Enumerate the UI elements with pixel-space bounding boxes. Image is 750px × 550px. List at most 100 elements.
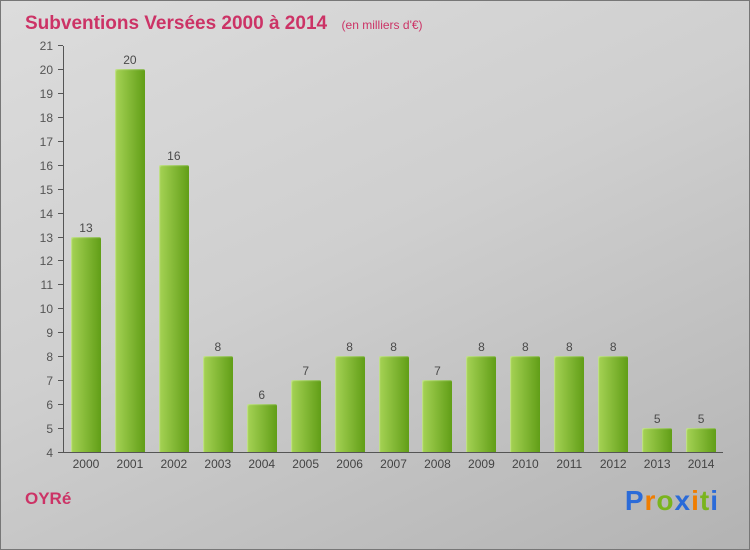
x-tick-label: 2006 [336,457,363,471]
bar-slot: 5 [679,46,723,452]
y-tick-mark [58,212,63,214]
bar [554,356,585,452]
x-tick-label: 2008 [424,457,451,471]
x-tick-label: 2000 [72,457,100,471]
bar-value-label: 8 [214,340,222,355]
y-tick-label: 11 [40,278,53,293]
y-tick-mark [58,92,63,94]
bar-slot: 16 [152,46,196,452]
plot-wrap: 13 20 16 8 6 7 8 8 7 8 8 8 8 5 5 2000 2001 2002 2003 2004 2… [63,46,723,471]
bar-value-label: 6 [258,388,266,403]
chart-subtitle: (en milliers d'€) [341,18,423,32]
x-tick-label: 2009 [468,457,495,471]
y-tick-mark [58,236,63,238]
bar-slot: 7 [416,46,460,452]
logo-letter: P [624,485,645,516]
x-tick-label: 2013 [643,457,671,471]
y-tick-label: 6 [46,398,53,413]
bar [642,428,673,452]
bar-slot: 7 [284,46,328,452]
y-tick-label: 20 [39,62,53,77]
bar [158,164,189,452]
bar [598,356,629,452]
chart-header: Subventions Versées 2000 à 2014 (en mill… [25,13,423,35]
x-tick-label: 2004 [248,457,276,471]
x-tick-label: 2010 [511,457,539,471]
logo-letter: i [691,485,700,516]
x-tick-label: 2003 [204,457,232,471]
bar-slot: 8 [372,46,416,452]
x-tick-label: 2005 [292,457,319,471]
y-tick-mark [58,284,63,286]
x-tick-label: 2001 [116,457,144,471]
y-tick-label: 19 [39,86,53,101]
y-tick-mark [58,308,63,310]
bar-slot: 8 [503,46,547,452]
bar-value-label: 20 [123,52,137,67]
y-tick-mark [58,404,63,406]
y-axis: 4 5 6 7 8 9 10 11 12 13 14 15 16 17 18 19 20 21 [19,39,63,460]
y-tick-label: 15 [39,182,53,197]
bar-slot: 8 [196,46,240,452]
x-tick-label: 2012 [599,457,627,471]
x-tick-label: 2011 [556,457,583,471]
y-tick-mark [58,260,63,262]
y-tick-mark [58,116,63,118]
y-tick-mark [58,68,63,70]
bar-slot: 8 [328,46,372,452]
y-tick-mark [58,428,63,430]
bar [466,356,497,452]
proxiti-logo: Proxiti [625,485,719,517]
y-tick-mark [58,380,63,382]
x-axis-labels: 2000 2001 2002 2003 2004 2005 2006 2007 2008 2009… [64,453,723,471]
y-tick-label: 8 [46,350,53,365]
y-tick-mark [58,45,63,46]
y-tick-label: 7 [46,374,53,389]
plot-area: 13 20 16 8 6 7 8 8 7 8 8 8 8 5 5 [63,46,723,453]
y-tick-label: 4 [46,446,53,460]
bar [510,356,541,452]
y-tick-mark [58,140,63,142]
y-tick-label: 18 [39,110,53,125]
bar-slot: 20 [108,46,152,452]
bar-value-label: 8 [478,340,485,355]
y-tick-label: 16 [39,158,53,173]
bar-value-label: 8 [609,340,617,355]
chart-title: Subventions Versées 2000 à 2014 [25,13,328,34]
y-tick-label: 5 [46,422,53,437]
bar-value-label: 8 [565,340,573,355]
bar [422,380,453,452]
bar-value-label: 5 [653,412,661,427]
bar-value-label: 8 [522,340,529,355]
x-tick-label: 2014 [687,457,715,471]
bar-value-label: 7 [434,364,441,379]
bar [70,236,101,452]
logo-letter: o [656,485,675,516]
y-tick-label: 12 [39,254,53,269]
logo-letter: t [699,485,711,516]
bar-chart: 4 5 6 7 8 9 10 11 12 13 14 15 16 17 18 19 20 21 13 20 16 8 6 7… [19,39,723,471]
footer-org-label: OYRé [25,489,72,508]
bar-slot: 8 [591,46,635,452]
bar-value-label: 16 [167,148,181,163]
bar-slot: 8 [547,46,591,452]
bar-slot: 5 [635,46,679,452]
y-tick-mark [58,164,63,166]
bar [246,404,277,452]
logo-letter: i [710,485,719,516]
logo-letter: x [674,485,692,516]
bar [290,380,321,452]
y-tick-label: 21 [39,39,53,53]
y-tick-mark [58,188,63,190]
bar [378,356,409,452]
y-tick-label: 17 [39,134,53,149]
x-tick-label: 2002 [160,457,188,471]
bar-value-label: 5 [697,412,705,427]
y-tick-mark [58,452,63,453]
bar [114,68,145,452]
bar [334,356,365,452]
bar-slot: 13 [64,46,108,452]
y-tick-label: 13 [39,230,53,245]
y-tick-label: 14 [39,206,53,221]
